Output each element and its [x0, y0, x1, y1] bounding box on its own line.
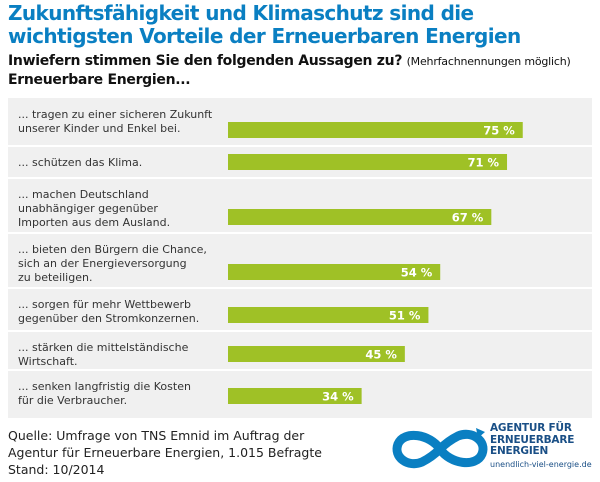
bar	[228, 154, 508, 170]
category-label: ... machen Deutschland unabhängiger gegen…	[18, 188, 170, 229]
logo-url: unendlich-viel-energie.de	[490, 459, 592, 469]
question-note: (Mehrfachnennungen möglich)	[406, 55, 571, 68]
bar	[228, 264, 441, 280]
survey-question: Inwiefern stimmen Sie den folgenden Auss…	[8, 52, 598, 89]
value-label: 45 %	[365, 348, 397, 362]
bar	[228, 122, 523, 138]
chart-title-line-1: Zukunftsfähigkeit und Klimaschutz sind d…	[8, 1, 474, 25]
bar	[228, 209, 492, 225]
bar	[228, 346, 405, 362]
value-label: 34 %	[322, 390, 354, 404]
source-line-2: Agentur für Erneuerbare Energien, 1.015 …	[8, 445, 322, 460]
chart-title: Zukunftsfähigkeit und Klimaschutz sind d…	[8, 2, 598, 48]
value-label: 75 %	[483, 124, 515, 138]
category-label: ... stärken die mittelständische Wirtscha…	[18, 341, 189, 368]
category-label: ... tragen zu einer sicheren Zukunft unse…	[18, 108, 213, 135]
source-line-1: Quelle: Umfrage von TNS Emnid im Auftrag…	[8, 428, 305, 443]
question-subject: Erneuerbare Energien...	[8, 72, 191, 88]
source-note: Quelle: Umfrage von TNS Emnid im Auftrag…	[8, 427, 378, 478]
chart-panel: ... tragen zu einer sicheren Zukunft unse…	[8, 98, 592, 418]
category-label: ... schützen das Klima.	[18, 156, 142, 169]
value-label: 67 %	[452, 211, 484, 225]
question-text: Inwiefern stimmen Sie den folgenden Auss…	[8, 53, 403, 69]
logo-line-1: AGENTUR FÜR	[490, 422, 572, 434]
agency-logo: AGENTUR FÜR ERNEUERBARE ENERGIEN unendli…	[390, 418, 595, 480]
value-label: 71 %	[467, 156, 499, 170]
chart-title-line-2: wichtigsten Vorteile der Erneuerbaren En…	[8, 24, 521, 48]
category-label: ... bieten den Bürgern die Chance, sich a…	[18, 243, 207, 284]
source-line-3: Stand: 10/2014	[8, 462, 105, 477]
logo-line-3: ENERGIEN	[490, 445, 549, 457]
category-label: ... sorgen für mehr Wettbewerb gegenüber …	[18, 298, 199, 325]
category-label: ... senken langfristig die Kosten für die…	[18, 380, 191, 407]
bar	[228, 307, 429, 323]
value-label: 51 %	[389, 309, 421, 323]
logo-wordmark: AGENTUR FÜR ERNEUERBARE ENERGIEN unendli…	[490, 422, 596, 470]
bar	[228, 388, 362, 404]
bar-chart: ... tragen zu einer sicheren Zukunft unse…	[8, 108, 592, 407]
value-label: 54 %	[401, 266, 433, 280]
infinity-logo-icon	[392, 428, 488, 469]
logo-line-2: ERNEUERBARE	[490, 433, 575, 446]
